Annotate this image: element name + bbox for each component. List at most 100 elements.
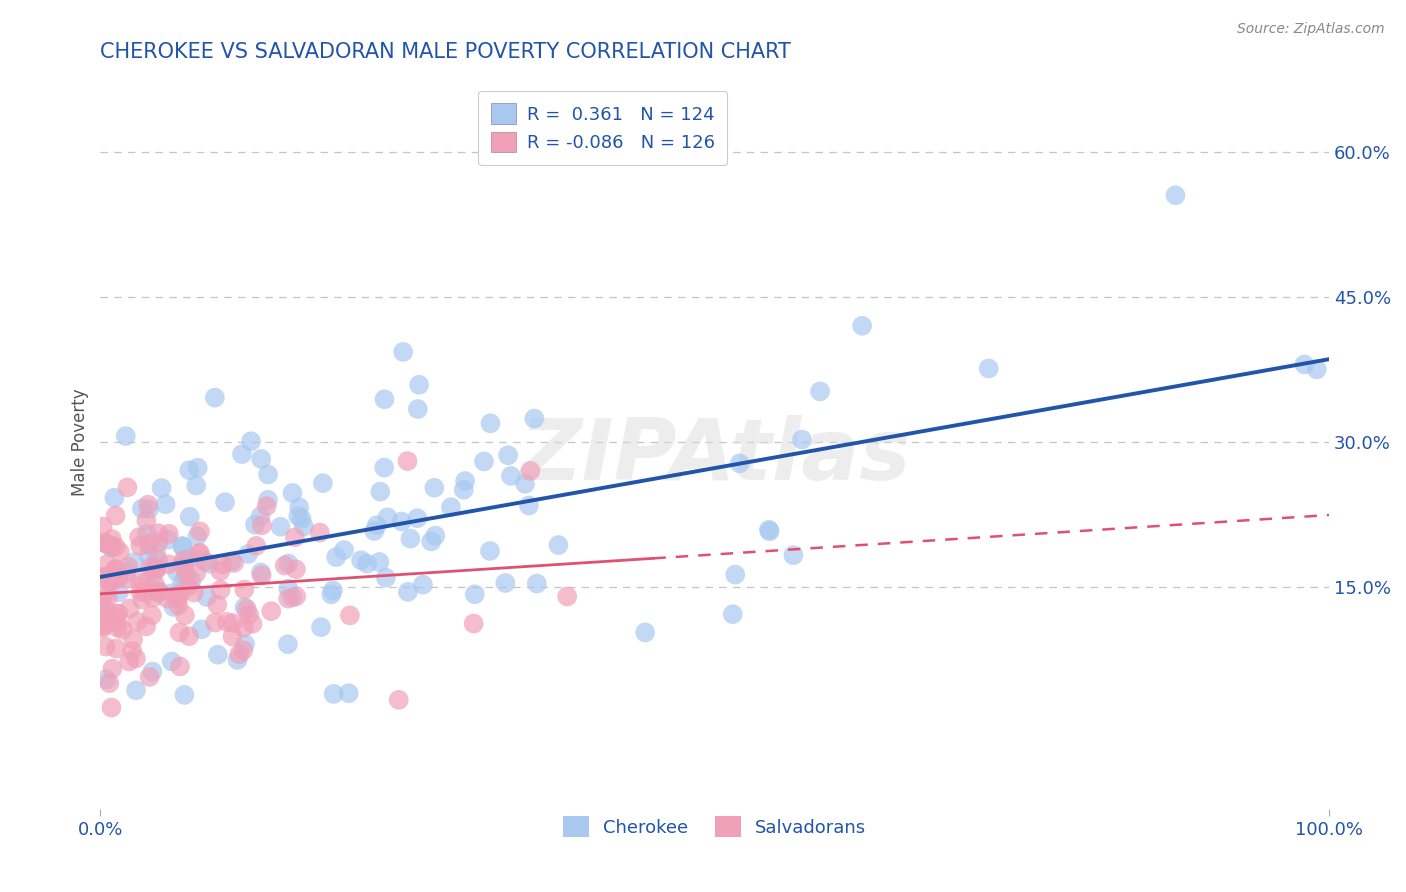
Point — [363, 524, 385, 538]
Point — [91, 570, 114, 584]
Point — [519, 464, 541, 478]
Point — [145, 562, 167, 576]
Point — [257, 467, 280, 482]
Point — [145, 546, 167, 560]
Point — [1164, 188, 1187, 202]
Point — [179, 463, 201, 477]
Point — [111, 623, 134, 637]
Point — [131, 501, 153, 516]
Point — [148, 585, 170, 599]
Point — [463, 616, 485, 631]
Point — [186, 478, 208, 492]
Point — [188, 546, 211, 560]
Point — [141, 665, 163, 679]
Point — [135, 619, 157, 633]
Point — [256, 499, 278, 513]
Point — [222, 616, 245, 631]
Legend: Cherokee, Salvadorans: Cherokee, Salvadorans — [555, 809, 873, 844]
Point — [93, 617, 115, 632]
Point — [148, 584, 170, 599]
Point — [117, 480, 139, 494]
Point — [214, 495, 236, 509]
Point — [425, 528, 447, 542]
Point — [526, 576, 548, 591]
Point — [139, 560, 162, 574]
Point — [277, 591, 299, 606]
Point — [157, 526, 180, 541]
Point — [721, 607, 744, 622]
Point — [114, 429, 136, 443]
Point — [128, 530, 150, 544]
Point — [105, 615, 128, 630]
Point — [517, 499, 540, 513]
Point — [121, 644, 143, 658]
Point — [107, 570, 129, 584]
Point — [90, 598, 112, 612]
Point — [100, 573, 122, 587]
Point — [366, 518, 388, 533]
Point — [129, 575, 152, 590]
Point — [232, 643, 254, 657]
Point — [1294, 358, 1316, 372]
Point — [808, 384, 831, 399]
Point — [96, 558, 118, 572]
Point — [499, 469, 522, 483]
Point — [134, 584, 156, 599]
Point — [292, 519, 315, 533]
Point — [169, 659, 191, 673]
Point — [104, 508, 127, 523]
Point — [97, 591, 120, 605]
Point — [209, 582, 232, 597]
Point — [183, 585, 205, 599]
Point — [98, 676, 121, 690]
Point — [105, 641, 128, 656]
Point — [96, 607, 118, 621]
Point — [464, 587, 486, 601]
Point — [322, 687, 344, 701]
Point — [222, 556, 245, 570]
Point — [412, 577, 434, 591]
Point — [226, 653, 249, 667]
Point — [479, 417, 502, 431]
Point — [851, 318, 873, 333]
Point — [724, 567, 747, 582]
Point — [211, 558, 233, 572]
Point — [150, 481, 173, 495]
Point — [228, 648, 250, 662]
Point — [91, 603, 114, 617]
Point — [494, 576, 516, 591]
Point — [374, 571, 396, 585]
Point — [274, 558, 297, 573]
Point — [399, 532, 422, 546]
Point — [195, 590, 218, 604]
Point — [107, 585, 129, 599]
Point — [333, 543, 356, 558]
Point — [173, 554, 195, 568]
Point — [138, 537, 160, 551]
Point — [117, 559, 139, 574]
Point — [1306, 362, 1329, 376]
Point — [135, 513, 157, 527]
Point — [104, 562, 127, 576]
Point — [118, 655, 141, 669]
Point — [156, 591, 179, 606]
Point — [96, 672, 118, 686]
Point — [131, 592, 153, 607]
Point — [406, 402, 429, 417]
Point — [198, 557, 221, 571]
Point — [423, 481, 446, 495]
Point — [420, 534, 443, 549]
Point — [98, 576, 121, 591]
Point — [440, 500, 463, 515]
Text: CHEROKEE VS SALVADORAN MALE POVERTY CORRELATION CHART: CHEROKEE VS SALVADORAN MALE POVERTY CORR… — [100, 42, 792, 62]
Point — [129, 585, 152, 599]
Point — [142, 566, 165, 580]
Point — [215, 615, 238, 629]
Point — [356, 557, 378, 571]
Point — [204, 391, 226, 405]
Point — [148, 583, 170, 598]
Point — [236, 602, 259, 616]
Point — [101, 532, 124, 546]
Point — [287, 509, 309, 524]
Point — [186, 566, 208, 581]
